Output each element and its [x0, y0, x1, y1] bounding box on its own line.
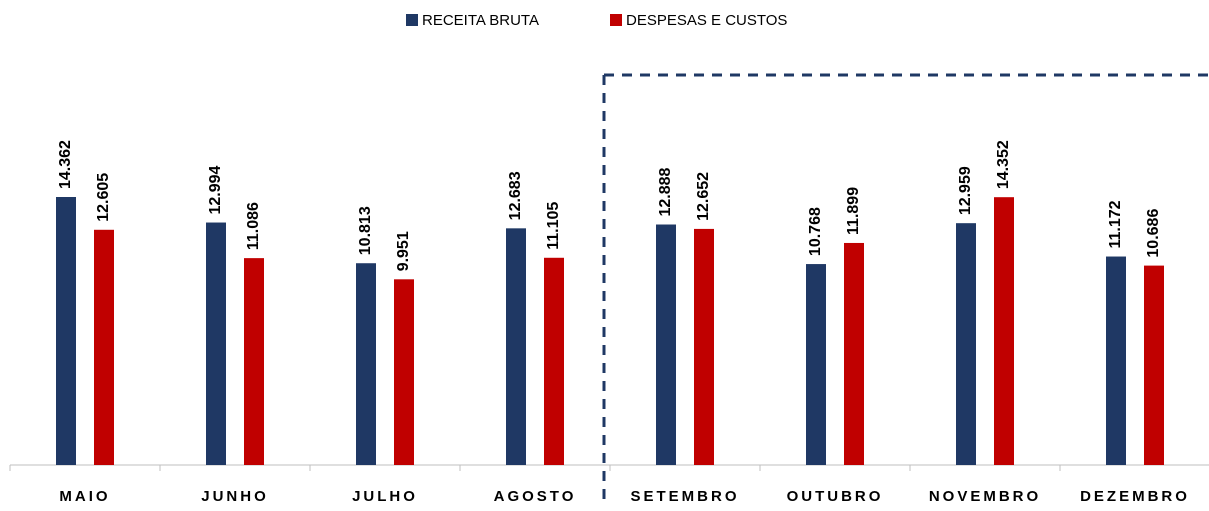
x-tick-label: DEZEMBRO: [1080, 488, 1190, 505]
bar: [544, 257, 564, 465]
data-label: 12.959: [957, 166, 974, 215]
bar: [806, 264, 826, 465]
bar: [994, 197, 1014, 466]
x-tick-label: JULHO: [352, 488, 418, 505]
bar: [394, 279, 414, 465]
data-label: 11.105: [545, 202, 562, 250]
data-label: 12.683: [507, 171, 524, 220]
bar: [956, 223, 976, 465]
legend-label: DESPESAS E CUSTOS: [626, 12, 787, 29]
x-tick-label: OUTUBRO: [787, 488, 884, 505]
bar: [656, 224, 676, 465]
bar: [356, 263, 376, 465]
x-tick-label: MAIO: [59, 488, 110, 505]
bar: [56, 197, 76, 465]
data-label: 12.994: [207, 165, 224, 214]
data-label: 12.652: [695, 172, 712, 221]
legend-swatch: [610, 14, 622, 26]
bar: [206, 222, 226, 465]
data-label: 12.605: [95, 173, 112, 222]
data-label: 11.086: [245, 202, 262, 250]
data-label: 14.362: [57, 140, 74, 189]
data-label: 10.686: [1145, 209, 1162, 258]
bar: [94, 229, 114, 465]
bar: [844, 242, 864, 465]
legend-swatch: [406, 14, 418, 26]
bar: [244, 258, 264, 465]
data-label: 14.352: [995, 140, 1012, 189]
bar: [1106, 256, 1126, 465]
x-tick-label: AGOSTO: [494, 488, 577, 505]
data-label: 11.899: [845, 187, 862, 235]
data-label: 9.951: [395, 231, 412, 271]
x-tick-label: SETEMBRO: [630, 488, 739, 505]
data-label: 10.768: [807, 207, 824, 256]
data-label: 11.172: [1107, 200, 1124, 248]
x-tick-label: NOVEMBRO: [929, 488, 1041, 505]
bar: [694, 228, 714, 465]
x-tick-label: JUNHO: [201, 488, 269, 505]
data-label: 12.888: [657, 167, 674, 216]
legend-label: RECEITA BRUTA: [422, 12, 539, 29]
bar: [506, 228, 526, 465]
data-label: 10.813: [357, 206, 374, 255]
bar: [1144, 265, 1164, 465]
